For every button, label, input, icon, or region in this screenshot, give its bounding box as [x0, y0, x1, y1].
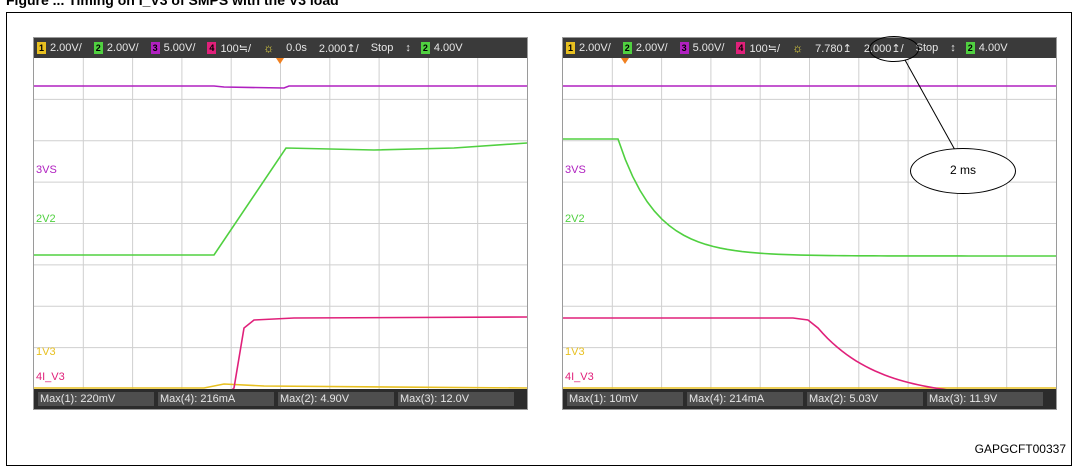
ch1-chip: 1: [37, 42, 46, 54]
label-v2: 2V2: [565, 213, 585, 225]
trig-chip: 2: [965, 42, 975, 54]
delay-readout[interactable]: 0.0s: [286, 42, 307, 54]
measurement-2[interactable]: Max(4): 214mA: [687, 392, 803, 406]
scope-left-waveforms: [34, 58, 527, 389]
run-mode[interactable]: Stop: [915, 42, 939, 54]
ch1-scale[interactable]: 1 2.00V/: [566, 42, 611, 54]
ch1-chip: 1: [566, 42, 575, 54]
ch2-chip: 2: [622, 42, 632, 54]
ch4-scale[interactable]: 4 100≒/: [736, 42, 781, 55]
intensity-icon: ☼: [263, 41, 275, 55]
ch2-scale[interactable]: 2 2.00V/: [622, 42, 668, 54]
measurement-1[interactable]: Max(1): 220mV: [38, 392, 154, 406]
trigger-level[interactable]: 2 4.00V: [965, 42, 1008, 54]
waveform-v3: [34, 383, 527, 389]
run-mode[interactable]: Stop: [370, 42, 394, 54]
callout-bubble: [910, 148, 1016, 194]
waveform-i-v3: [563, 317, 947, 389]
scope-right: 1 2.00V/ 2 2.00V/ 3 5.00V/ 4 100≒/ ☼ 7.780↥ …: [562, 37, 1057, 410]
trigger-level[interactable]: 2 4.00V: [420, 42, 463, 54]
waveform-vs: [34, 85, 527, 89]
delay-readout[interactable]: 7.780↥: [815, 42, 852, 55]
callout-text: 2 ms: [949, 163, 976, 177]
scope-right-measurements: Max(1): 10mV Max(4): 214mA Max(2): 5.03V…: [563, 389, 1056, 409]
scope-left: 1 2.00V/ 2 2.00V/ 3 5.00V/ 4 100≒/ ☼ 0.0s 2.…: [33, 37, 528, 410]
measurement-3[interactable]: Max(2): 4.90V: [278, 392, 394, 406]
label-vs: 3VS: [36, 164, 57, 176]
waveform-v2: [563, 138, 1056, 257]
label-v2: 2V2: [36, 213, 56, 225]
trig-chip: 2: [420, 42, 430, 54]
ch1-scale[interactable]: 1 2.00V/: [37, 42, 82, 54]
label-v3: 1V3: [565, 346, 585, 358]
scope-left-plot: 3VS 2V2 1V3 4I_V3: [34, 58, 527, 389]
label-i-v3: 4I_V3: [36, 371, 65, 383]
trigger-position-marker: [621, 58, 629, 64]
scope-left-settings-bar: 1 2.00V/ 2 2.00V/ 3 5.00V/ 4 100≒/ ☼ 0.0s 2.…: [34, 38, 527, 58]
label-vs: 3VS: [565, 164, 586, 176]
ch4-chip: 4: [736, 42, 746, 54]
trigger-position-marker: [276, 58, 284, 64]
ch4-scale[interactable]: 4 100≒/: [207, 42, 252, 55]
label-v3: 1V3: [36, 346, 56, 358]
measurement-2[interactable]: Max(4): 216mA: [158, 392, 274, 406]
ch4-chip: 4: [207, 42, 217, 54]
scope-right-waveforms: [563, 58, 1056, 389]
waveform-v2: [34, 142, 527, 256]
measurement-1[interactable]: Max(1): 10mV: [567, 392, 683, 406]
scope-right-settings-bar: 1 2.00V/ 2 2.00V/ 3 5.00V/ 4 100≒/ ☼ 7.780↥ …: [563, 38, 1056, 58]
waveform-i-v3: [231, 316, 527, 389]
figure-title: Figure ... Timing on I_V3 of SMPS with t…: [6, 0, 339, 8]
ch3-scale[interactable]: 3 5.00V/: [150, 42, 196, 54]
measurement-4[interactable]: Max(3): 12.0V: [398, 392, 514, 406]
measurement-4[interactable]: Max(3): 11.9V: [927, 392, 1043, 406]
ch3-chip: 3: [679, 42, 689, 54]
ch3-chip: 3: [150, 42, 160, 54]
ch3-scale[interactable]: 3 5.00V/: [679, 42, 725, 54]
trigger-slope-icon: ↕: [405, 42, 411, 54]
figure-code: GAPGCFT00337: [974, 442, 1066, 456]
timebase-highlight-ellipse: [869, 36, 919, 62]
measurement-3[interactable]: Max(2): 5.03V: [807, 392, 923, 406]
timebase-readout[interactable]: 2.000↥/: [318, 42, 359, 55]
ch2-chip: 2: [93, 42, 103, 54]
ch2-scale[interactable]: 2 2.00V/: [93, 42, 139, 54]
intensity-icon: ☼: [792, 41, 804, 55]
trigger-slope-icon: ↕: [950, 42, 956, 54]
scope-left-measurements: Max(1): 220mV Max(4): 216mA Max(2): 4.90…: [34, 389, 527, 409]
label-i-v3: 4I_V3: [565, 371, 594, 383]
figure-frame: [6, 12, 1072, 466]
scope-right-plot: 3VS 2V2 1V3 4I_V3: [563, 58, 1056, 389]
